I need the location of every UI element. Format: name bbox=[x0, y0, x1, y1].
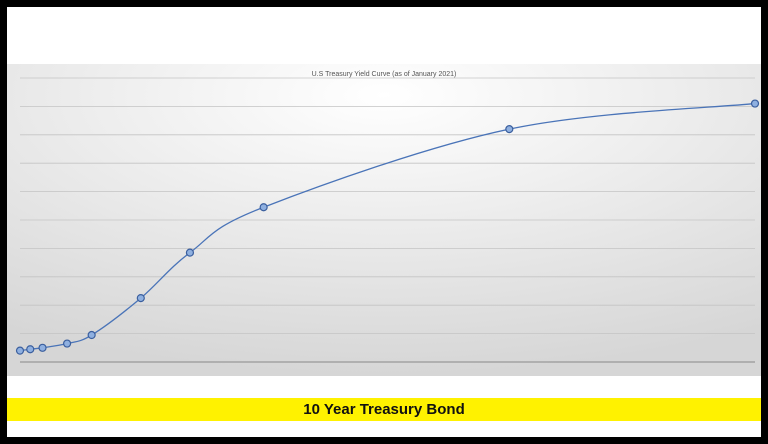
caption-banner: 10 Year Treasury Bond bbox=[7, 398, 761, 421]
yield-curve-chart: U.S Treasury Yield Curve (as of January … bbox=[7, 64, 761, 376]
data-point bbox=[505, 125, 514, 134]
chart-title: U.S Treasury Yield Curve (as of January … bbox=[312, 71, 457, 78]
data-point bbox=[185, 248, 195, 257]
data-point bbox=[15, 346, 25, 355]
data-point bbox=[136, 294, 145, 303]
data-point bbox=[750, 99, 760, 108]
data-point bbox=[26, 345, 35, 354]
caption-text: 10 Year Treasury Bond bbox=[303, 401, 465, 418]
data-point bbox=[259, 203, 268, 212]
data-point bbox=[87, 330, 96, 340]
data-point bbox=[62, 339, 72, 348]
data-point bbox=[38, 343, 47, 352]
